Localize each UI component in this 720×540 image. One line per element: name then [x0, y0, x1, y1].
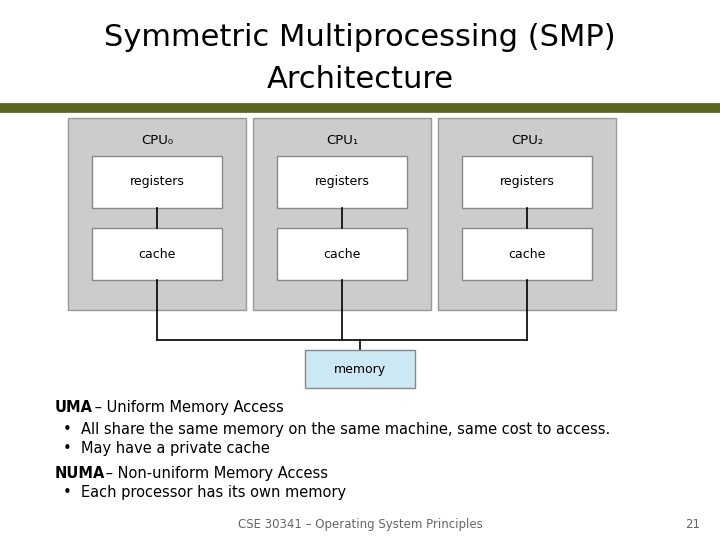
- FancyBboxPatch shape: [253, 118, 431, 310]
- Text: CSE 30341 – Operating System Principles: CSE 30341 – Operating System Principles: [238, 518, 482, 531]
- FancyBboxPatch shape: [92, 228, 222, 280]
- Text: – Uniform Memory Access: – Uniform Memory Access: [90, 400, 284, 415]
- FancyBboxPatch shape: [68, 118, 246, 310]
- Text: •  Each processor has its own memory: • Each processor has its own memory: [63, 485, 346, 500]
- FancyBboxPatch shape: [277, 228, 407, 280]
- Text: •  All share the same memory on the same machine, same cost to access.: • All share the same memory on the same …: [63, 422, 611, 437]
- Text: cache: cache: [508, 247, 546, 260]
- Text: UMA: UMA: [55, 400, 93, 415]
- FancyBboxPatch shape: [277, 156, 407, 208]
- Text: CPU₂: CPU₂: [511, 133, 543, 146]
- Text: NUMA: NUMA: [55, 466, 105, 481]
- FancyBboxPatch shape: [462, 156, 592, 208]
- Text: cache: cache: [138, 247, 176, 260]
- Text: CPU₀: CPU₀: [141, 133, 173, 146]
- FancyBboxPatch shape: [438, 118, 616, 310]
- Text: memory: memory: [334, 362, 386, 375]
- Text: Architecture: Architecture: [266, 65, 454, 94]
- Text: cache: cache: [323, 247, 361, 260]
- Text: 21: 21: [685, 518, 700, 531]
- Text: registers: registers: [130, 176, 184, 188]
- FancyBboxPatch shape: [92, 156, 222, 208]
- Text: – Non-uniform Memory Access: – Non-uniform Memory Access: [101, 466, 328, 481]
- FancyBboxPatch shape: [462, 228, 592, 280]
- Text: CPU₁: CPU₁: [326, 133, 358, 146]
- Text: registers: registers: [500, 176, 554, 188]
- Text: Symmetric Multiprocessing (SMP): Symmetric Multiprocessing (SMP): [104, 24, 616, 52]
- Text: •  May have a private cache: • May have a private cache: [63, 441, 270, 456]
- Text: registers: registers: [315, 176, 369, 188]
- FancyBboxPatch shape: [305, 350, 415, 388]
